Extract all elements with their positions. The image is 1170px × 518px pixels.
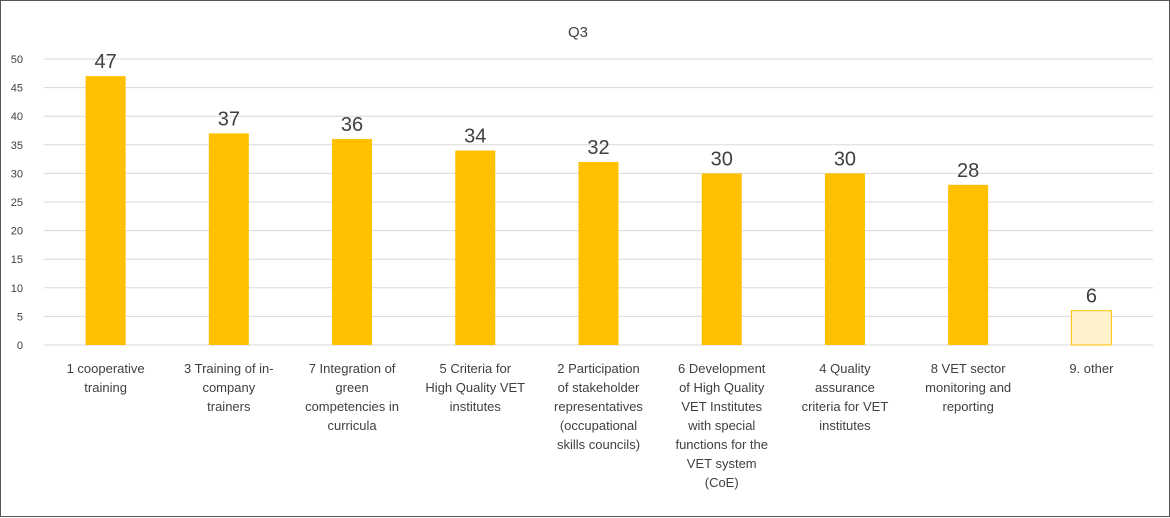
category-label-line: institutes — [819, 418, 871, 433]
category-label-line: skills councils) — [557, 437, 640, 452]
category-label: 4 Quality assurance criteria for VET instit… — [802, 361, 889, 433]
y-tick-label: 40 — [11, 111, 23, 123]
category-label-line: trainers — [207, 399, 251, 414]
category-label-line: green — [335, 380, 368, 395]
y-tick-label: 30 — [11, 168, 23, 180]
category-label-line: 8 VET sector — [931, 361, 1007, 376]
category-label-line: representatives — [554, 399, 643, 414]
category-labels: 1 cooperative training 3 Training of in-co… — [67, 361, 1115, 490]
category-label-line: VET system — [687, 456, 757, 471]
category-label-line: curricula — [327, 418, 377, 433]
category-label: 3 Training of in-company trainers — [184, 361, 274, 414]
category-label-line: 6 Development — [678, 361, 766, 376]
bar — [1070, 310, 1112, 346]
category-label-line: reporting — [943, 399, 994, 414]
category-label: 8 VET sector monitoring and reporting — [925, 361, 1011, 414]
category-label-line: training — [84, 380, 127, 395]
category-label-line: assurance — [815, 380, 875, 395]
data-label: 36 — [341, 114, 363, 136]
bars — [85, 76, 1112, 346]
data-label: 30 — [834, 148, 856, 170]
category-label: 1 cooperative training — [67, 361, 145, 395]
data-labels: 47 37 36 34 32 30 30 28 6 — [94, 51, 1096, 308]
category-label: 6 Development of High Quality VET Institut… — [675, 361, 768, 490]
category-label: 5 Criteria for High Quality VET institutes — [425, 361, 525, 414]
category-label-line: 7 Integration of — [309, 361, 396, 376]
chart-title: Q3 — [568, 24, 588, 41]
data-label: 37 — [218, 108, 240, 130]
category-label-line: 4 Quality — [819, 361, 871, 376]
category-label-line: High Quality VET — [425, 380, 525, 395]
data-label: 6 — [1086, 286, 1097, 308]
category-label-line: monitoring and — [925, 380, 1011, 395]
category-label: 2 Participation of stakeholder representat… — [554, 361, 643, 452]
category-label-line: 1 cooperative — [67, 361, 145, 376]
category-label-line: competencies in — [305, 399, 399, 414]
bar — [948, 184, 989, 345]
data-label: 47 — [94, 51, 116, 73]
category-label-line: functions for the — [675, 437, 768, 452]
category-label-line: (occupational — [560, 418, 637, 433]
bar — [455, 150, 496, 345]
y-tick-label: 20 — [11, 226, 23, 238]
bar — [85, 76, 126, 345]
category-label-line: 5 Criteria for — [440, 361, 512, 376]
category-label-line: 2 Participation — [557, 361, 639, 376]
data-label: 34 — [464, 126, 486, 148]
bar — [701, 173, 742, 345]
y-tick-label: 25 — [11, 197, 23, 209]
data-label: 30 — [711, 148, 733, 170]
category-label: 7 Integration of green competencies in curr… — [305, 361, 399, 433]
category-label-line: of High Quality — [679, 380, 765, 395]
bar — [824, 173, 865, 345]
category-label-line: 9. other — [1069, 361, 1114, 376]
category-label-line: company — [202, 380, 255, 395]
category-label-line: institutes — [450, 399, 502, 414]
category-label: 9. other — [1069, 361, 1114, 376]
data-label: 28 — [957, 160, 979, 182]
category-label-line: with special — [687, 418, 755, 433]
y-tick-label: 10 — [11, 283, 23, 295]
category-label-line: VET Institutes — [681, 399, 762, 414]
category-label-line: of stakeholder — [558, 380, 640, 395]
category-label-line: (CoE) — [705, 475, 739, 490]
bar — [578, 161, 619, 345]
y-tick-label: 50 — [11, 54, 23, 66]
category-label-line: criteria for VET — [802, 399, 889, 414]
bar — [332, 139, 373, 345]
y-tick-label: 15 — [11, 254, 23, 266]
data-label: 32 — [587, 137, 609, 159]
y-tick-label: 5 — [17, 311, 23, 323]
y-tick-label: 35 — [11, 140, 23, 152]
y-axis-ticks: 0 5 10 15 20 25 30 35 40 45 50 — [11, 54, 23, 352]
category-label-line: 3 Training of in- — [184, 361, 274, 376]
bar — [208, 133, 249, 345]
y-tick-label: 45 — [11, 83, 23, 95]
y-tick-label: 0 — [17, 340, 23, 352]
